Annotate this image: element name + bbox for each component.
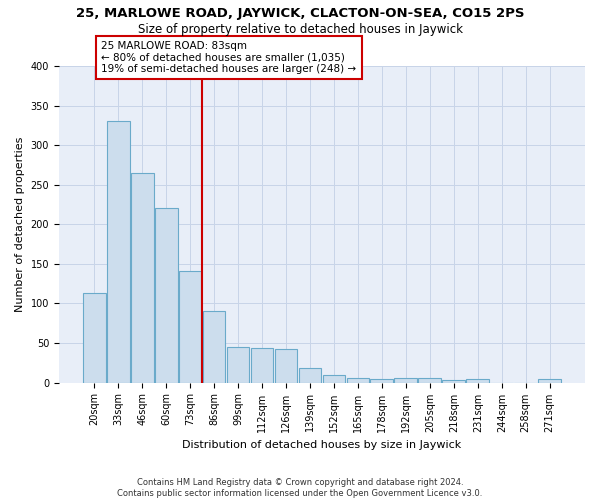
- Bar: [275, 348, 298, 382]
- Bar: [299, 368, 322, 382]
- Bar: [131, 173, 154, 382]
- Bar: [442, 380, 465, 382]
- Bar: [179, 271, 202, 382]
- Bar: [394, 378, 417, 382]
- Bar: [227, 347, 250, 382]
- Text: Size of property relative to detached houses in Jaywick: Size of property relative to detached ho…: [137, 22, 463, 36]
- Text: Contains HM Land Registry data © Crown copyright and database right 2024.
Contai: Contains HM Land Registry data © Crown c…: [118, 478, 482, 498]
- Bar: [203, 310, 226, 382]
- Bar: [347, 378, 369, 382]
- Text: 25, MARLOWE ROAD, JAYWICK, CLACTON-ON-SEA, CO15 2PS: 25, MARLOWE ROAD, JAYWICK, CLACTON-ON-SE…: [76, 8, 524, 20]
- Bar: [107, 122, 130, 382]
- Y-axis label: Number of detached properties: Number of detached properties: [15, 136, 25, 312]
- Bar: [251, 348, 274, 382]
- X-axis label: Distribution of detached houses by size in Jaywick: Distribution of detached houses by size …: [182, 440, 461, 450]
- Bar: [83, 293, 106, 382]
- Bar: [466, 380, 489, 382]
- Text: 25 MARLOWE ROAD: 83sqm
← 80% of detached houses are smaller (1,035)
19% of semi-: 25 MARLOWE ROAD: 83sqm ← 80% of detached…: [101, 41, 356, 74]
- Bar: [418, 378, 441, 382]
- Bar: [538, 378, 561, 382]
- Bar: [155, 208, 178, 382]
- Bar: [323, 374, 346, 382]
- Bar: [370, 378, 393, 382]
